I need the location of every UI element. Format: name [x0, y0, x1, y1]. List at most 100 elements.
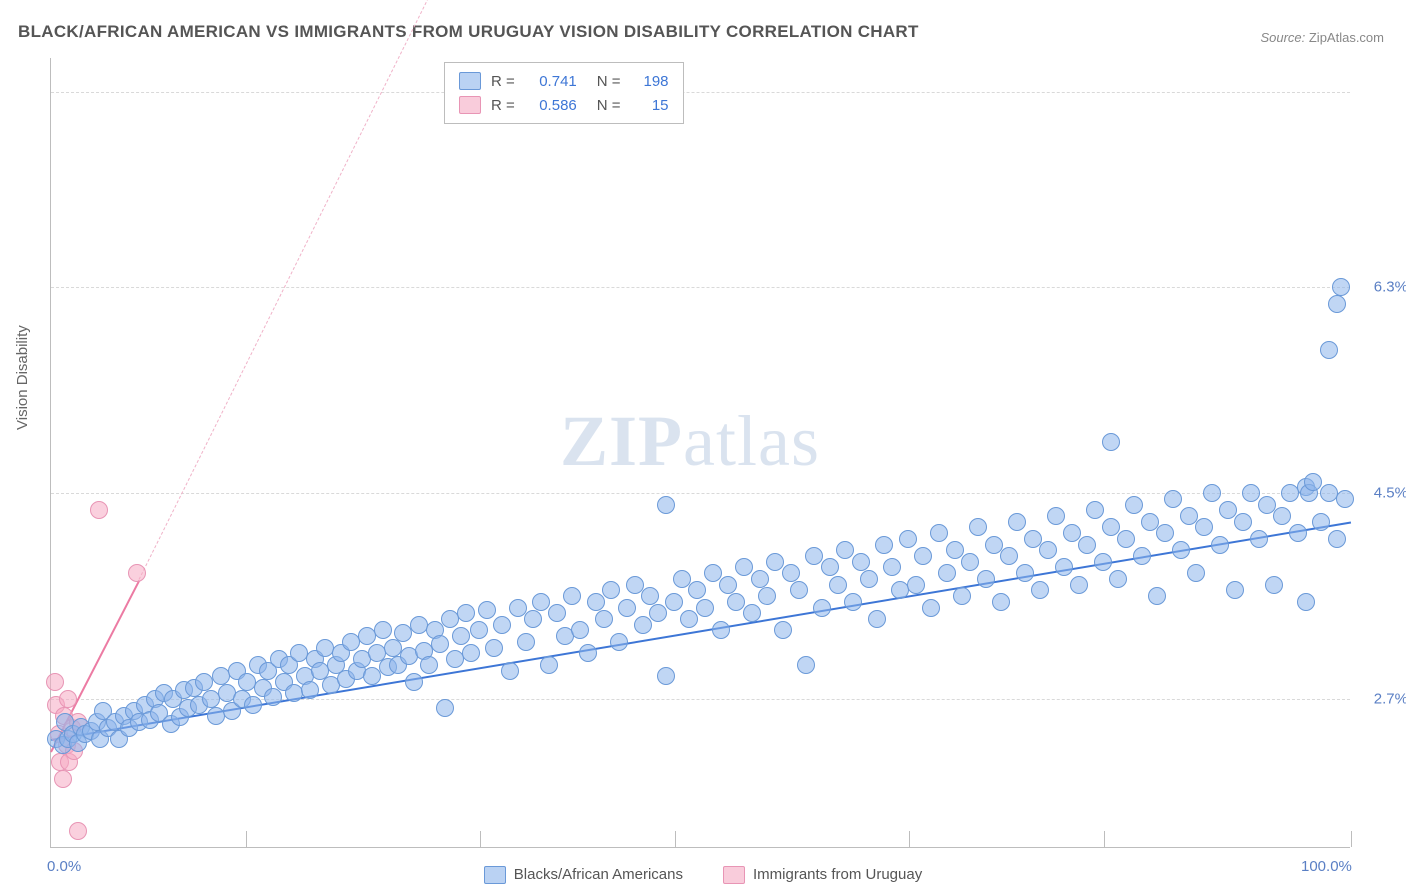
scatter-point-blue [509, 599, 527, 617]
y-tick-label: 4.5% [1374, 485, 1406, 502]
scatter-point-blue [1109, 570, 1127, 588]
scatter-point-blue [301, 681, 319, 699]
scatter-point-blue [1016, 564, 1034, 582]
scatter-point-blue [1211, 536, 1229, 554]
scatter-point-blue [244, 696, 262, 714]
scatter-point-blue [727, 593, 745, 611]
legend-swatch-pink [459, 96, 481, 114]
scatter-point-blue [436, 699, 454, 717]
x-tick [246, 831, 247, 847]
scatter-point-blue [907, 576, 925, 594]
scatter-point-blue [602, 581, 620, 599]
scatter-point-blue [1312, 513, 1330, 531]
scatter-point-blue [1195, 518, 1213, 536]
scatter-point-blue [665, 593, 683, 611]
scatter-point-blue [1328, 295, 1346, 313]
source-name: ZipAtlas.com [1309, 30, 1384, 45]
scatter-point-blue [595, 610, 613, 628]
scatter-point-blue [1031, 581, 1049, 599]
scatter-point-blue [1117, 530, 1135, 548]
scatter-point-blue [883, 558, 901, 576]
scatter-point-blue [758, 587, 776, 605]
legend-swatch-blue [484, 866, 506, 884]
scatter-point-blue [563, 587, 581, 605]
scatter-point-blue [1055, 558, 1073, 576]
scatter-point-blue [431, 635, 449, 653]
scatter-point-blue [610, 633, 628, 651]
scatter-point-blue [478, 601, 496, 619]
scatter-point-blue [961, 553, 979, 571]
legend-r-value: 0.741 [525, 73, 577, 90]
scatter-point-blue [540, 656, 558, 674]
scatter-point-blue [922, 599, 940, 617]
gridline-h [51, 92, 1350, 93]
gridline-h [51, 493, 1350, 494]
scatter-point-blue [1187, 564, 1205, 582]
x-tick [480, 831, 481, 847]
scatter-point-blue [852, 553, 870, 571]
legend-n-value: 15 [631, 97, 669, 114]
scatter-point-pink [59, 690, 77, 708]
scatter-point-blue [1102, 433, 1120, 451]
scatter-point-blue [797, 656, 815, 674]
scatter-point-blue [457, 604, 475, 622]
scatter-point-blue [532, 593, 550, 611]
scatter-point-blue [657, 496, 675, 514]
legend-swatch-blue [459, 72, 481, 90]
scatter-point-blue [501, 662, 519, 680]
scatter-point-blue [548, 604, 566, 622]
scatter-point-blue [626, 576, 644, 594]
scatter-point-blue [914, 547, 932, 565]
scatter-point-blue [985, 536, 1003, 554]
scatter-point-blue [1273, 507, 1291, 525]
scatter-point-blue [860, 570, 878, 588]
scatter-point-blue [1172, 541, 1190, 559]
y-tick-label: 2.7% [1374, 691, 1406, 708]
scatter-point-blue [1078, 536, 1096, 554]
scatter-point-blue [1102, 518, 1120, 536]
scatter-point-blue [1156, 524, 1174, 542]
scatter-point-blue [374, 621, 392, 639]
scatter-point-blue [743, 604, 761, 622]
scatter-point-blue [766, 553, 784, 571]
scatter-point-blue [930, 524, 948, 542]
scatter-point-blue [829, 576, 847, 594]
legend-label: Immigrants from Uruguay [753, 866, 922, 883]
scatter-point-blue [1024, 530, 1042, 548]
scatter-point-blue [712, 621, 730, 639]
scatter-point-blue [405, 673, 423, 691]
scatter-point-blue [719, 576, 737, 594]
scatter-point-blue [1203, 484, 1221, 502]
scatter-point-blue [899, 530, 917, 548]
y-tick-label: 6.3% [1374, 278, 1406, 295]
scatter-point-blue [844, 593, 862, 611]
scatter-point-blue [649, 604, 667, 622]
scatter-point-blue [735, 558, 753, 576]
legend-n-label: N = [597, 97, 621, 114]
legend-label: Blacks/African Americans [514, 866, 683, 883]
scatter-point-pink [69, 822, 87, 840]
scatter-point-blue [571, 621, 589, 639]
scatter-point-pink [90, 501, 108, 519]
scatter-point-blue [836, 541, 854, 559]
scatter-point-blue [618, 599, 636, 617]
scatter-point-blue [790, 581, 808, 599]
scatter-point-blue [517, 633, 535, 651]
scatter-point-blue [782, 564, 800, 582]
x-tick [1104, 831, 1105, 847]
scatter-point-blue [946, 541, 964, 559]
source-attribution: Source: ZipAtlas.com [1260, 30, 1384, 45]
scatter-point-blue [452, 627, 470, 645]
scatter-point-blue [470, 621, 488, 639]
scatter-point-blue [1328, 530, 1346, 548]
scatter-point-blue [1039, 541, 1057, 559]
scatter-point-blue [485, 639, 503, 657]
scatter-point-blue [264, 688, 282, 706]
scatter-point-blue [875, 536, 893, 554]
scatter-point-blue [1242, 484, 1260, 502]
scatter-point-blue [1180, 507, 1198, 525]
scatter-point-blue [1008, 513, 1026, 531]
scatter-point-blue [579, 644, 597, 662]
scatter-point-blue [1141, 513, 1159, 531]
scatter-point-blue [938, 564, 956, 582]
